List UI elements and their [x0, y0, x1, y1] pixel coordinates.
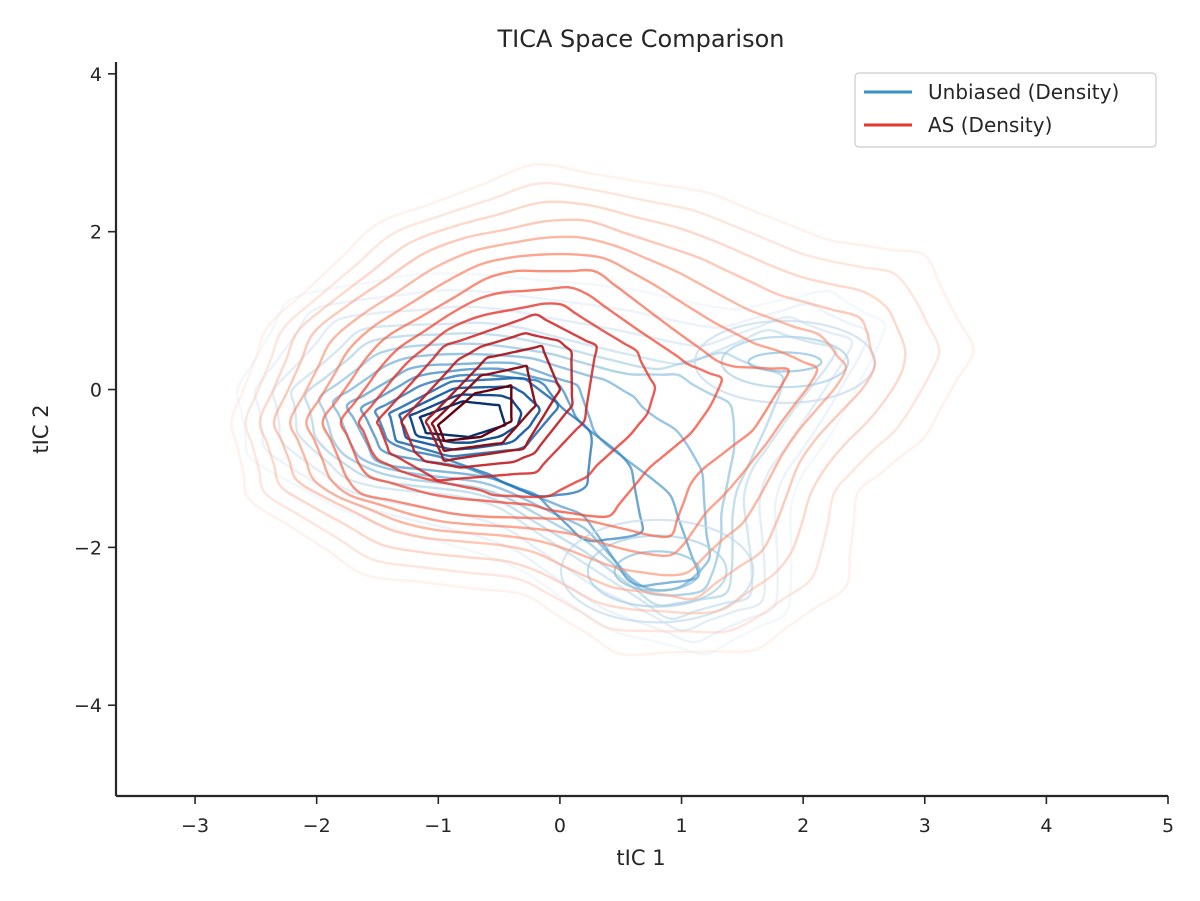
y-axis-ticks: −4 −2 0 2 4	[74, 64, 116, 717]
y-tick-label: 2	[90, 222, 102, 244]
x-tick-label: 2	[797, 815, 809, 837]
contour-line	[258, 200, 907, 615]
x-tick-label: 1	[675, 815, 687, 837]
y-tick-label: 0	[90, 380, 102, 402]
contour-line	[747, 351, 823, 373]
contour-line	[373, 373, 593, 498]
contour-line	[693, 319, 877, 405]
contour-line	[387, 376, 560, 458]
legend-label-as: AS (Density)	[928, 113, 1052, 137]
x-tick-label: 5	[1162, 815, 1174, 837]
x-tick-label: 3	[919, 815, 931, 837]
x-tick-label: −2	[303, 815, 331, 837]
chart-title: TICA Space Comparison	[496, 25, 784, 53]
contour-line	[321, 268, 790, 539]
contour-line	[400, 332, 574, 469]
contour-line	[357, 302, 657, 499]
y-axis-label: tIC 2	[29, 404, 53, 453]
contour-line	[436, 384, 513, 443]
contour-line	[586, 534, 728, 608]
contour-line	[339, 285, 723, 519]
contour-line	[345, 361, 700, 588]
contour-line	[430, 364, 537, 452]
x-tick-label: 0	[554, 815, 566, 837]
y-tick-label: 4	[90, 64, 102, 86]
legend: Unbiased (Density) AS (Density)	[854, 72, 1157, 148]
y-tick-label: −4	[74, 695, 102, 717]
legend-frame	[854, 72, 1157, 148]
x-tick-label: −1	[424, 815, 452, 837]
contour-line	[230, 163, 975, 657]
x-tick-label: −3	[181, 815, 209, 837]
x-axis-label: tIC 1	[616, 846, 665, 870]
contour-line	[424, 344, 562, 462]
contour-line	[253, 289, 870, 644]
x-axis-ticks: −3 −2 −1 0 1 2 3 4 5	[181, 796, 1174, 837]
contour-line	[289, 235, 847, 577]
contour-line	[559, 518, 755, 624]
contour-line	[398, 385, 541, 451]
contour-line	[375, 313, 598, 482]
contour-line	[305, 252, 819, 558]
contour-line	[244, 181, 941, 634]
x-tick-label: 4	[1040, 815, 1052, 837]
contour-line	[272, 218, 877, 601]
contour-layer	[230, 163, 975, 657]
legend-label-unbiased: Unbiased (Density)	[928, 80, 1119, 104]
contour-line	[613, 550, 701, 592]
y-tick-label: −2	[74, 537, 102, 559]
as-density-contours	[230, 163, 975, 657]
